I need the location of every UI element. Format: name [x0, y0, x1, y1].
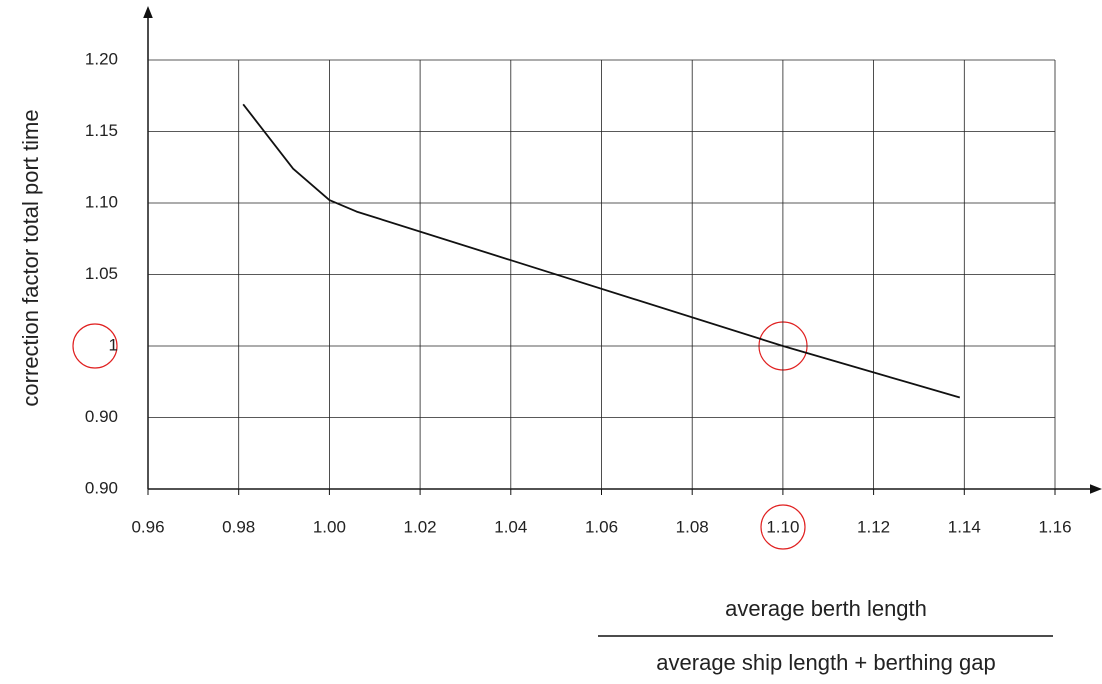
x-tick-label: 1.10 [766, 517, 799, 536]
y-tick-label: 1.15 [85, 121, 118, 140]
y-tick-label: 1.10 [85, 192, 118, 211]
x-tick-label: 1.00 [313, 517, 346, 536]
x-tick-label: 1.16 [1038, 517, 1071, 536]
x-axis-label-denominator: average ship length + berthing gap [656, 650, 995, 675]
x-tick-label: 1.02 [404, 517, 437, 536]
y-axis-label: correction factor total port time [18, 109, 43, 406]
x-tick-label: 1.14 [948, 517, 981, 536]
y-tick-label: 1.05 [85, 264, 118, 283]
x-axis-label-numerator: average berth length [725, 596, 927, 621]
data-line [242, 103, 961, 399]
x-tick-label: 1.04 [494, 517, 527, 536]
highlight-circle [760, 504, 806, 550]
x-tick-label: 1.12 [857, 517, 890, 536]
x-tick-label: 0.98 [222, 517, 255, 536]
y-tick-label: 0.90 [85, 407, 118, 426]
y-tick-label: 1 [109, 335, 118, 354]
highlight-circle [72, 323, 118, 369]
x-tick-label: 1.08 [676, 517, 709, 536]
y-tick-label: 0.90 [85, 478, 118, 497]
x-tick-label: 0.96 [131, 517, 164, 536]
x-tick-label: 1.06 [585, 517, 618, 536]
y-tick-label: 1.20 [85, 49, 118, 68]
